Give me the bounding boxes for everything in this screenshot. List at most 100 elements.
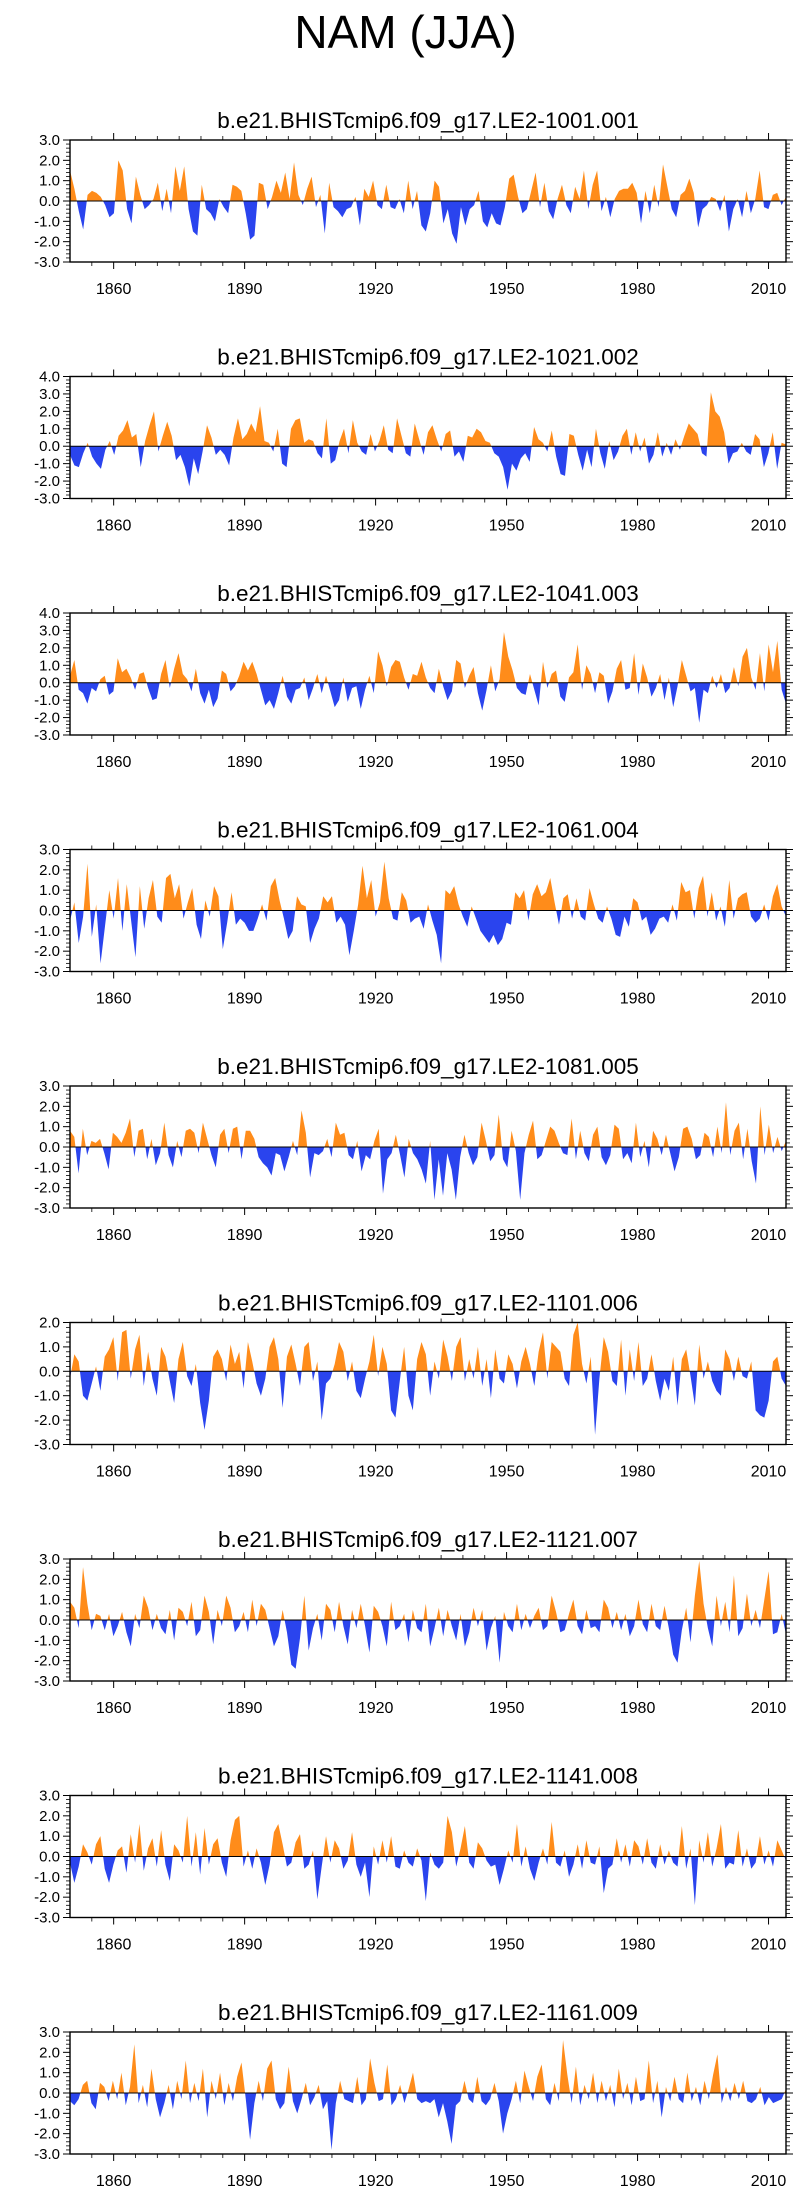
xtick-label: 1950	[489, 281, 525, 298]
series-positive-area	[70, 632, 786, 683]
series-negative-area	[70, 446, 786, 490]
xtick-label: 1980	[620, 1937, 656, 1954]
ytick-label: -1.0	[34, 2105, 60, 2122]
ytick-label: -3.0	[34, 964, 60, 981]
chart-panel-2: b.e21.BHISTcmip6.f09_g17.LE2-1021.002 4.0…	[34, 345, 793, 535]
xtick-label: 1980	[620, 1464, 656, 1481]
ytick-label: -1.0	[34, 456, 60, 473]
xtick-label: 1890	[227, 991, 263, 1008]
panel-title: b.e21.BHISTcmip6.f09_g17.LE2-1161.009	[218, 2000, 638, 2025]
chart-panel-5: b.e21.BHISTcmip6.f09_g17.LE2-1081.005 3.0…	[34, 1054, 793, 1244]
xtick-label: 1980	[620, 991, 656, 1008]
xtick-label: 1950	[489, 1227, 525, 1244]
xtick-label: 1860	[96, 1464, 132, 1481]
xtick-label: 1920	[358, 1464, 394, 1481]
xtick-label: 1890	[227, 754, 263, 771]
ytick-label: 3.0	[39, 386, 60, 403]
xtick-label: 2010	[751, 2173, 787, 2190]
ytick-label: 0.0	[39, 1849, 60, 1866]
panel-title: b.e21.BHISTcmip6.f09_g17.LE2-1121.007	[218, 1527, 638, 1552]
chart-panel-3: b.e21.BHISTcmip6.f09_g17.LE2-1041.003 4.0…	[34, 581, 793, 771]
xtick-label: 1860	[96, 1227, 132, 1244]
chart-panel-6: b.e21.BHISTcmip6.f09_g17.LE2-1101.006 2.0…	[34, 1291, 793, 1481]
ytick-label: -2.0	[34, 234, 60, 251]
panel-title: b.e21.BHISTcmip6.f09_g17.LE2-1041.003	[217, 581, 639, 606]
panel-title: b.e21.BHISTcmip6.f09_g17.LE2-1021.002	[217, 345, 639, 370]
xtick-label: 1950	[489, 754, 525, 771]
series-negative-area	[70, 1620, 786, 1669]
series-negative-area	[70, 682, 786, 723]
xtick-label: 1950	[489, 1464, 525, 1481]
ytick-label: 0.0	[39, 1612, 60, 1629]
xtick-label: 1980	[620, 2173, 656, 2190]
xtick-label: 1920	[358, 1700, 394, 1717]
ytick-label: -2.0	[34, 1653, 60, 1670]
ytick-label: 3.0	[39, 1788, 60, 1805]
xtick-label: 1920	[358, 1937, 394, 1954]
xtick-label: 1920	[358, 281, 394, 298]
xtick-label: 2010	[751, 754, 787, 771]
xtick-label: 1890	[227, 1227, 263, 1244]
ytick-label: 0.0	[39, 1139, 60, 1156]
ytick-label: 3.0	[39, 842, 60, 859]
ytick-label: 3.0	[39, 132, 60, 149]
figure-title: NAM (JJA)	[294, 6, 517, 58]
ytick-label: 3.0	[39, 2024, 60, 2041]
xtick-label: 1860	[96, 518, 132, 535]
ytick-label: 1.0	[39, 1592, 60, 1609]
ytick-label: 1.0	[39, 2065, 60, 2082]
series-positive-area	[70, 2040, 786, 2093]
ytick-label: -1.0	[34, 1159, 60, 1176]
xtick-label: 1890	[227, 1937, 263, 1954]
ytick-label: 3.0	[39, 1551, 60, 1568]
chart-panel-1: b.e21.BHISTcmip6.f09_g17.LE2-1001.001 3.0…	[34, 108, 793, 298]
xtick-label: 1890	[227, 1700, 263, 1717]
series-positive-area	[70, 1322, 786, 1372]
ytick-label: -1.0	[34, 923, 60, 940]
ytick-label: -1.0	[34, 1388, 60, 1405]
xtick-label: 1890	[227, 2173, 263, 2190]
ytick-label: 2.0	[39, 1808, 60, 1825]
ytick-label: -2.0	[34, 1412, 60, 1429]
ytick-label: -2.0	[34, 473, 60, 490]
xtick-label: 2010	[751, 1227, 787, 1244]
ytick-label: 2.0	[39, 862, 60, 879]
ytick-label: -1.0	[34, 1632, 60, 1649]
ytick-label: 1.0	[39, 1828, 60, 1845]
ytick-label: -2.0	[34, 1180, 60, 1197]
xtick-label: 1950	[489, 1937, 525, 1954]
ytick-label: 2.0	[39, 2044, 60, 2061]
series-negative-area	[70, 1147, 786, 1200]
ytick-label: -2.0	[34, 1889, 60, 1906]
series-positive-area	[70, 1561, 786, 1620]
chart-panel-8: b.e21.BHISTcmip6.f09_g17.LE2-1141.008 3.0…	[34, 1764, 793, 1954]
xtick-label: 1950	[489, 1700, 525, 1717]
plot-frame	[69, 612, 787, 736]
ytick-label: -3.0	[34, 1673, 60, 1690]
ytick-label: 2.0	[39, 1315, 60, 1332]
ytick-label: 3.0	[39, 622, 60, 639]
xtick-label: 2010	[751, 1700, 787, 1717]
ytick-label: 1.0	[39, 421, 60, 438]
plot-frame	[69, 1321, 787, 1446]
ytick-label: 0.0	[39, 675, 60, 692]
ytick-label: -2.0	[34, 2126, 60, 2143]
series-positive-area	[70, 861, 786, 911]
xtick-label: 1950	[489, 518, 525, 535]
xtick-label: 1860	[96, 991, 132, 1008]
ytick-label: 4.0	[39, 369, 60, 386]
ytick-label: 0.0	[39, 193, 60, 210]
ytick-label: -3.0	[34, 254, 60, 271]
xtick-label: 1980	[620, 754, 656, 771]
xtick-label: 1950	[489, 2173, 525, 2190]
chart-panel-4: b.e21.BHISTcmip6.f09_g17.LE2-1061.004 3.0…	[34, 818, 793, 1008]
ytick-label: -3.0	[34, 2146, 60, 2163]
ytick-label: 0.0	[39, 903, 60, 920]
ytick-label: -1.0	[34, 692, 60, 709]
panel-title: b.e21.BHISTcmip6.f09_g17.LE2-1001.001	[217, 108, 639, 133]
xtick-label: 1860	[96, 2173, 132, 2190]
ytick-label: -1.0	[34, 1869, 60, 1886]
xtick-label: 1920	[358, 991, 394, 1008]
xtick-label: 1950	[489, 991, 525, 1008]
ytick-label: 1.0	[39, 173, 60, 190]
